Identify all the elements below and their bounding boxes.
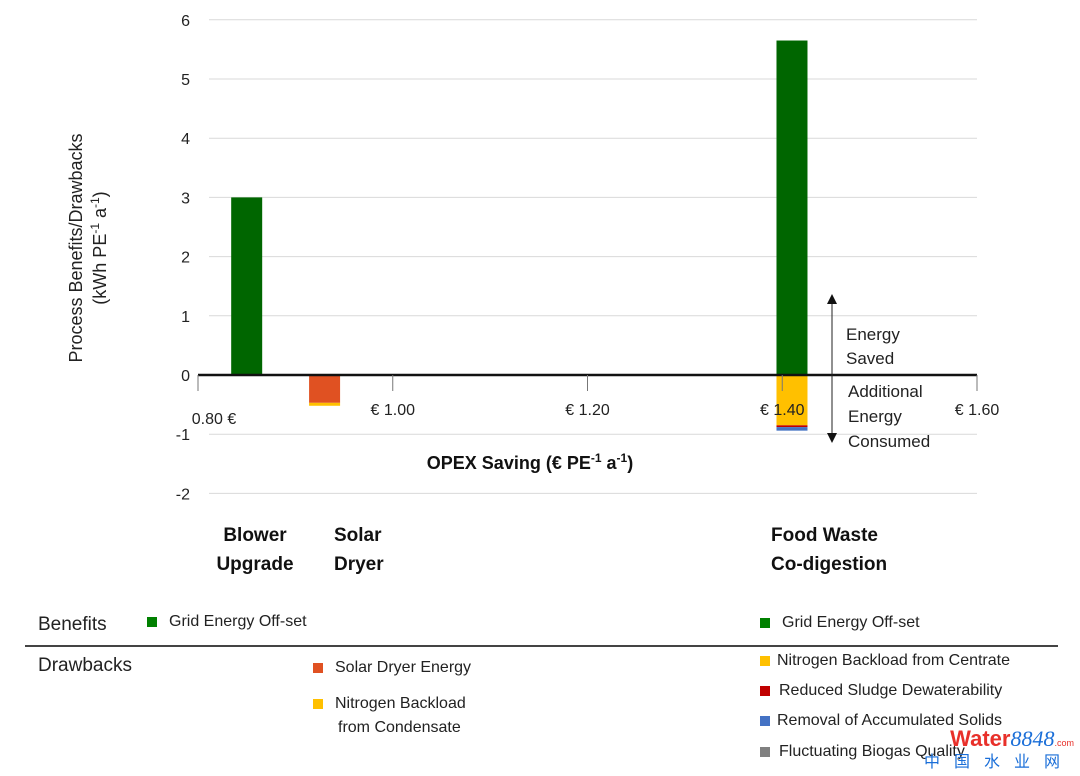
bar-segment bbox=[776, 375, 808, 426]
y-tick-label: 0 bbox=[181, 368, 190, 385]
y-axis-title: Process Benefits/Drawbacks bbox=[66, 133, 86, 362]
arrow-down-icon bbox=[827, 433, 837, 443]
legend-item-nitrogen-condensate: Nitrogen Backload from Condensate bbox=[313, 692, 466, 740]
x-tick-label: 0.80 € bbox=[192, 411, 237, 428]
bar-segment bbox=[776, 427, 808, 431]
y-tick-label: 5 bbox=[181, 72, 190, 89]
x-tick-label: € 1.00 bbox=[371, 402, 416, 419]
watermark: Water8848.com 中国水业网 bbox=[923, 726, 1074, 772]
arrow-up-icon bbox=[827, 294, 837, 304]
legend-swatch bbox=[760, 716, 770, 726]
energy-consumed-label: Additional Energy Consumed bbox=[848, 382, 930, 451]
x-tick-label: € 1.40 bbox=[760, 402, 805, 419]
legend-swatch bbox=[760, 747, 770, 757]
bar-segment bbox=[309, 402, 341, 406]
bar-segment bbox=[309, 375, 341, 403]
legend-swatch bbox=[313, 663, 323, 673]
category-label-food-waste: Food Waste Co-digestion bbox=[771, 525, 888, 575]
x-tick-label: € 1.60 bbox=[955, 402, 1000, 419]
legend-swatch bbox=[760, 686, 770, 696]
legend-item-grid-energy-left: Grid Energy Off-set bbox=[147, 610, 307, 634]
y-axis-title-units: (kWh PE-1 a-1) bbox=[88, 191, 110, 304]
x-axis-ticks: 0.80 € € 1.00 € 1.20 € 1.40 € 1.60 bbox=[192, 375, 1000, 428]
y-tick-label: 3 bbox=[181, 190, 190, 207]
chart: 6 5 4 3 2 1 0 -1 -2 0.80 € € 1.00 € 1.20 € 1.40 € 1.… bbox=[66, 13, 1000, 504]
energy-arrow bbox=[827, 294, 837, 443]
bar-segment bbox=[231, 197, 263, 375]
energy-saved-label: Energy Saved bbox=[846, 325, 905, 368]
legend-item-accumulated-solids: Removal of Accumulated Solids bbox=[760, 709, 1002, 733]
x-tick-label: € 1.20 bbox=[565, 402, 610, 419]
y-tick-label: -1 bbox=[176, 427, 190, 444]
y-axis-title-line1: Process Benefits/Drawbacks bbox=[66, 133, 86, 362]
drawbacks-label: Drawbacks bbox=[38, 655, 132, 676]
legend-item-nitrogen-centrate: Nitrogen Backload from Centrate bbox=[760, 649, 1010, 673]
legend-swatch bbox=[147, 617, 157, 627]
legend-item-solar-dryer-energy: Solar Dryer Energy bbox=[313, 656, 471, 680]
y-tick-label: 4 bbox=[181, 131, 190, 148]
y-tick-label: 6 bbox=[181, 13, 190, 30]
bar-segment bbox=[776, 425, 808, 428]
bars bbox=[231, 40, 808, 431]
legend-item-sludge-dewaterability: Reduced Sludge Dewaterability bbox=[760, 679, 1002, 703]
legend-swatch bbox=[760, 656, 770, 666]
legend-item-grid-energy-right: Grid Energy Off-set bbox=[760, 611, 920, 635]
legend-swatch bbox=[313, 699, 323, 709]
category-label-blower-upgrade: Blower Upgrade bbox=[216, 525, 294, 575]
bar-segment bbox=[776, 40, 808, 376]
legend-item-biogas-quality: Fluctuating Biogas Quality bbox=[760, 740, 965, 764]
category-label-solar-dryer: Solar Dryer bbox=[334, 525, 384, 575]
legend-swatch bbox=[760, 618, 770, 628]
y-tick-label: 1 bbox=[181, 309, 190, 326]
y-axis-ticks: 6 5 4 3 2 1 0 -1 -2 bbox=[176, 13, 190, 504]
y-tick-label: 2 bbox=[181, 250, 190, 267]
y-tick-label: -2 bbox=[176, 486, 190, 503]
legend-separator bbox=[25, 645, 1058, 647]
benefits-label: Benefits bbox=[38, 614, 107, 635]
gridlines bbox=[209, 19, 977, 494]
x-axis-title: OPEX Saving (€ PE-1 a-1) bbox=[427, 451, 633, 473]
